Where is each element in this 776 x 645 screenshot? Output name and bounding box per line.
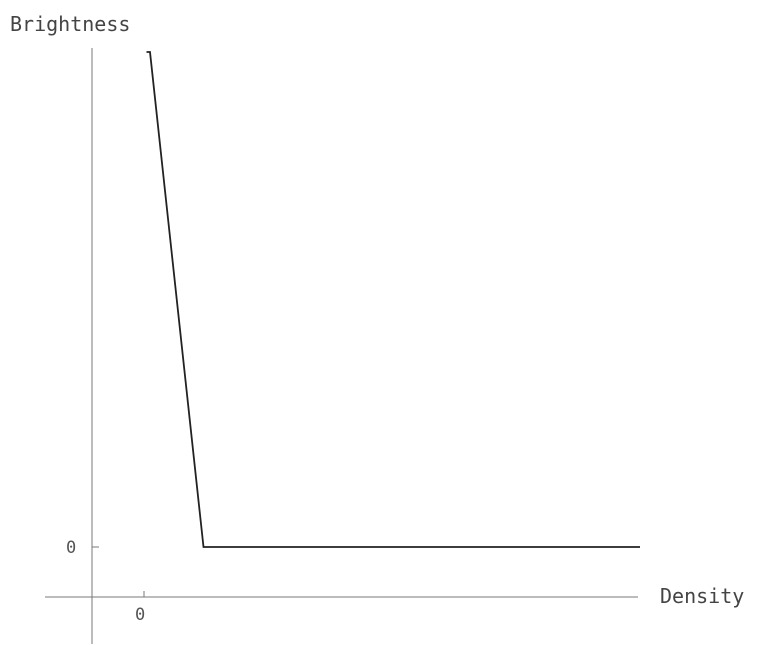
x-axis-title: Density — [660, 584, 744, 608]
series-layer — [146, 51, 640, 548]
x-tick-label-0: 0 — [135, 605, 145, 625]
series-line-0 — [146, 51, 640, 548]
y-axis-title: Brightness — [10, 12, 130, 36]
y-tick-label-0: 0 — [66, 538, 76, 558]
